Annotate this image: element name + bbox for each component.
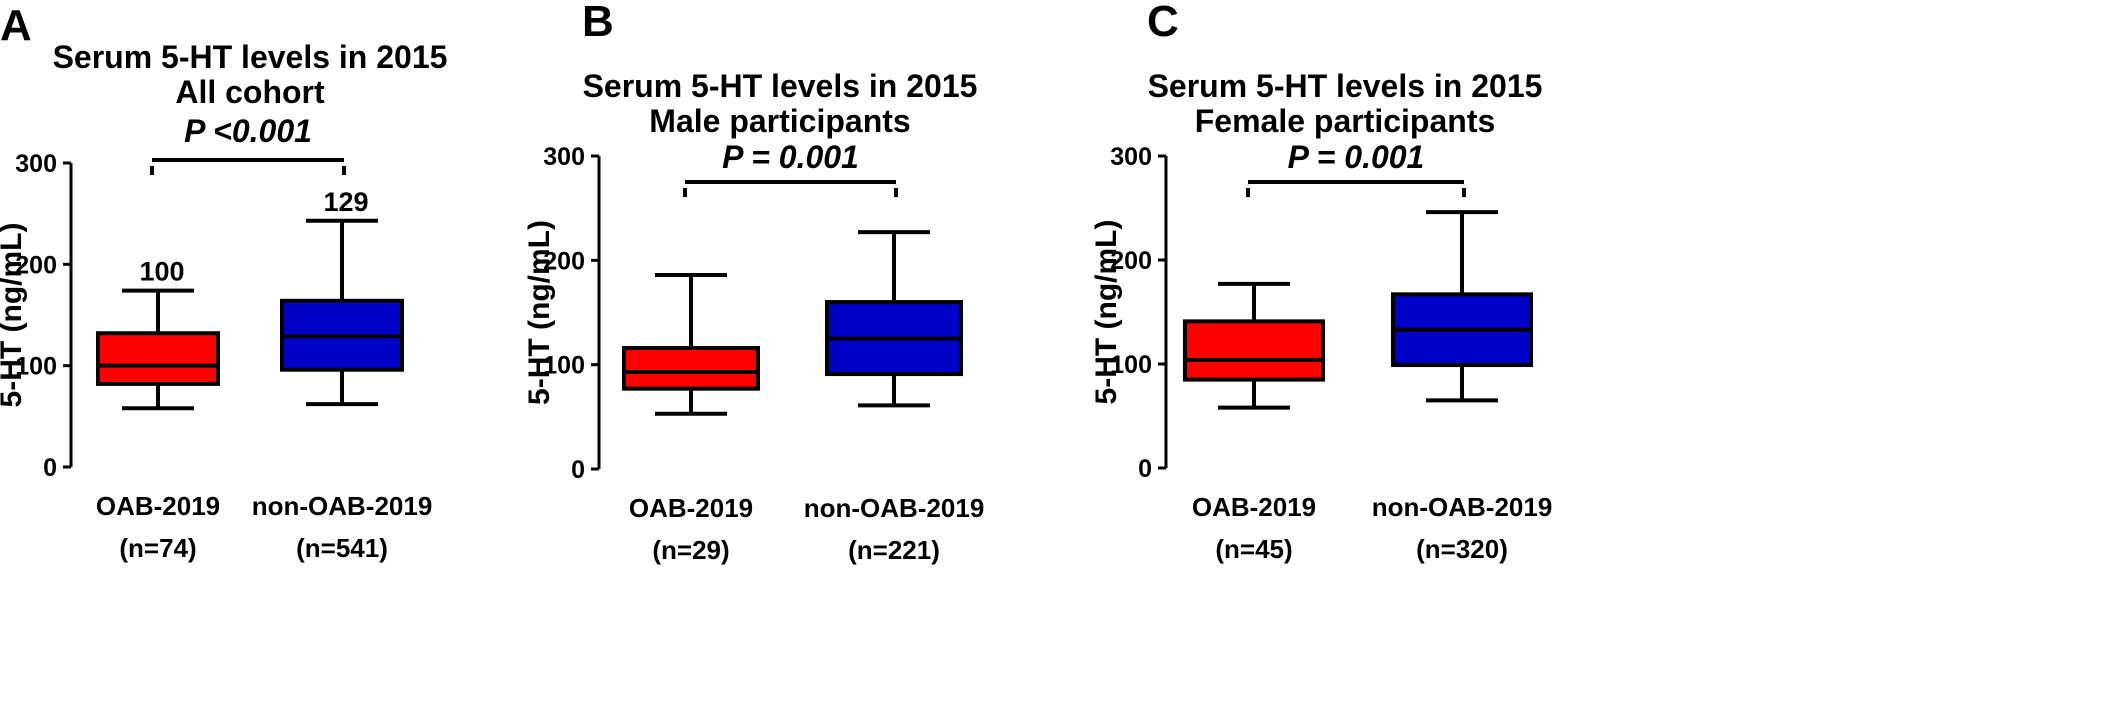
- y-tick-label: 100: [1110, 351, 1152, 379]
- chart-title-line: All cohort: [175, 74, 325, 110]
- panel-letter: A: [0, 1, 32, 50]
- iqr-box: [1183, 319, 1325, 382]
- x-category-label: non-OAB-2019: [804, 493, 985, 523]
- box-oab: [622, 272, 760, 416]
- x-category-n: (n=541): [296, 533, 388, 563]
- y-tick-label: 300: [543, 143, 585, 171]
- panel-letter: B: [582, 0, 614, 46]
- x-category-n: (n=45): [1215, 534, 1292, 564]
- box-oab: 100: [96, 257, 220, 411]
- x-category-n: (n=29): [652, 535, 729, 565]
- y-tick-label: 200: [543, 247, 585, 275]
- x-category-label: OAB-2019: [1192, 492, 1316, 522]
- box-oab: [1183, 281, 1325, 410]
- x-category-label: non-OAB-2019: [1372, 492, 1553, 522]
- x-category-label: OAB-2019: [629, 493, 753, 523]
- iqr-box: [622, 345, 760, 391]
- p-value-label: P = 0.001: [722, 139, 859, 175]
- x-category-label: OAB-2019: [96, 491, 220, 521]
- chart-title-line: Female participants: [1195, 103, 1496, 139]
- y-tick-label: 100: [15, 353, 57, 381]
- y-tick-label: 0: [43, 454, 57, 482]
- p-value-label: P = 0.001: [1288, 139, 1425, 175]
- chart-title-line: Male participants: [649, 103, 910, 139]
- y-tick-label: 300: [15, 150, 57, 178]
- median-annotation: 100: [139, 257, 184, 287]
- x-category-n: (n=221): [848, 535, 940, 565]
- y-tick-label: 200: [1110, 247, 1152, 275]
- panel-letter: C: [1147, 0, 1179, 46]
- y-tick-label: 300: [1110, 143, 1152, 171]
- y-tick-label: 0: [571, 456, 585, 484]
- x-category-n: (n=320): [1416, 534, 1508, 564]
- box-non-oab: [1391, 210, 1533, 403]
- iqr-box: [96, 331, 220, 386]
- y-tick-label: 0: [1138, 455, 1152, 483]
- y-tick-label: 100: [543, 352, 585, 380]
- y-axis-label: 5-HT (ng/mL): [1090, 220, 1123, 405]
- chart-title-line: Serum 5-HT levels in 2015: [53, 39, 448, 75]
- chart-title-line: Serum 5-HT levels in 2015: [583, 68, 978, 104]
- box-non-oab: 129: [280, 187, 404, 407]
- box-non-oab: [825, 230, 963, 408]
- chart-title-line: Serum 5-HT levels in 2015: [1148, 68, 1543, 104]
- median-annotation: 129: [323, 187, 368, 217]
- x-category-n: (n=74): [119, 533, 196, 563]
- y-tick-label: 200: [15, 251, 57, 279]
- x-category-label: non-OAB-2019: [252, 491, 433, 521]
- p-value-label: P <0.001: [184, 113, 312, 149]
- y-axis-label: 5-HT (ng/mL): [523, 220, 556, 405]
- y-axis-label: 5-HT (ng/mL): [0, 223, 28, 408]
